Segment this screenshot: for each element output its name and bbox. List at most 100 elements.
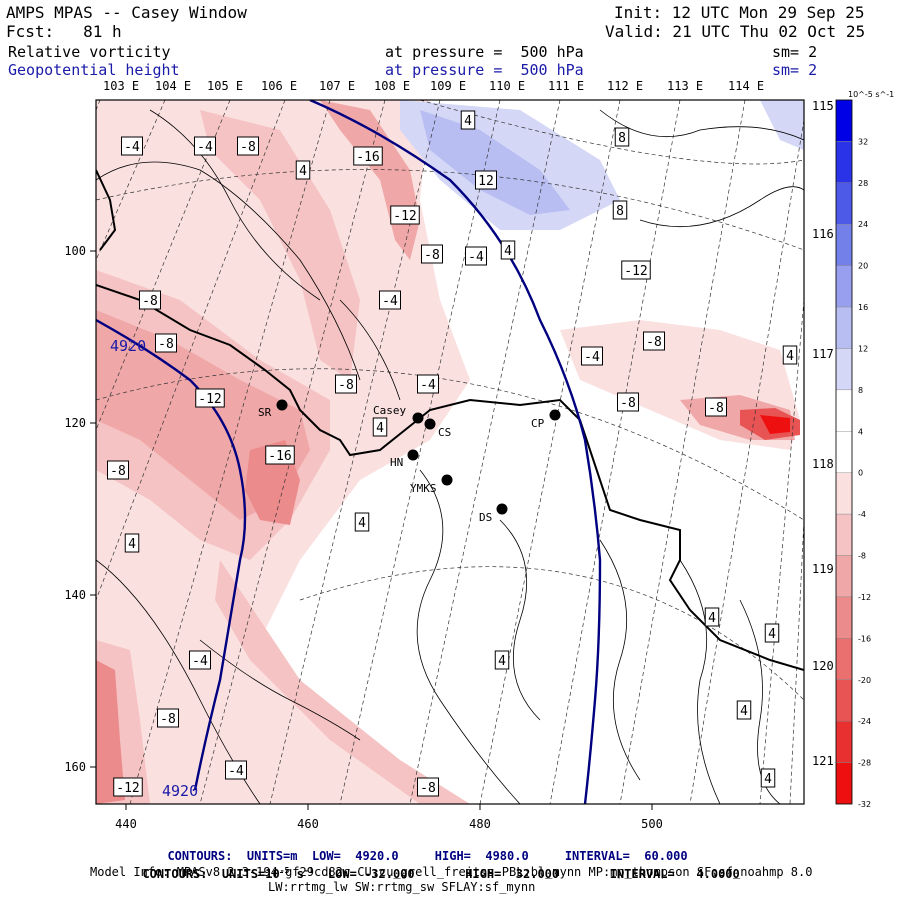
height-labels: 4920 4920 (110, 337, 198, 800)
vorticity-label-box (704, 607, 720, 627)
colorbar-level: -16 (858, 634, 871, 643)
vorticity-label: -4 (228, 764, 244, 779)
vorticity-label: -8 (110, 464, 126, 479)
vort-contour (416, 469, 521, 804)
y-axis: 100 120 140 160 (64, 244, 96, 774)
vorticity-label-box (335, 374, 357, 394)
vort-contour (149, 109, 321, 301)
vorticity-label-box (194, 136, 216, 156)
colorbar-cell (835, 224, 853, 266)
station-label: YMKS (410, 482, 437, 495)
x-axis: 440 460 480 500 (115, 804, 663, 831)
vorticity-label: 4 (464, 114, 472, 129)
vorticity-label-box (581, 346, 603, 366)
top-longitude-label: 105 E (207, 79, 243, 93)
vorticity-label-box (500, 240, 516, 260)
vorticity-label-box (372, 417, 388, 437)
vorticity-label: -4 (124, 140, 140, 155)
shade-northeast-mid (420, 110, 570, 215)
colorbar-cell (835, 596, 853, 639)
vorticity-label: 4 (498, 654, 506, 669)
vorticity-label-box (107, 460, 129, 480)
vorticity-label-box (354, 512, 370, 532)
colorbar-level: -28 (858, 759, 871, 768)
vorticity-label-box (124, 533, 140, 553)
station-label: Casey (373, 404, 406, 417)
coastline (96, 284, 804, 671)
top-longitude-label: 104 E (155, 79, 191, 93)
vorticity-label: -8 (708, 401, 724, 416)
height-contours-interval: INTERVAL= 60.000 (564, 849, 688, 863)
footer-vorticity-contours: CONTOURS: UNITS=10-5 s-1 LOW= -32.000 HI… (128, 851, 739, 881)
vorticity-label: 4 (708, 611, 716, 626)
colorbar-cell (835, 472, 853, 515)
vorticity-label: -4 (468, 250, 484, 265)
latitude-arcs (96, 100, 804, 701)
colorbar-level: -4 (858, 510, 866, 519)
vort-units-exp2: -1 (303, 866, 314, 875)
vorticity-label-box (225, 760, 247, 780)
longitude-line (759, 299, 804, 804)
vorticity-label: 4 (504, 244, 512, 259)
vorticity-label-box (189, 650, 211, 670)
vorticity-label: -8 (338, 378, 354, 393)
colorbar-level: 24 (858, 220, 868, 229)
colorbar-level: -32 (858, 800, 871, 809)
vorticity-label: 8 (618, 131, 626, 146)
station-marker (441, 474, 453, 486)
height-contour-label: 4920 (162, 782, 198, 800)
footer-height-contours: CONTOURS: UNITS=m LOW= 4920.0 HIGH= 4980… (153, 837, 688, 863)
vorticity-label-box (237, 136, 259, 156)
shade-ridge-band-light (200, 110, 360, 380)
vorticity-label-box (764, 623, 780, 643)
colorbar-unit: 10^-5 s^-1 (848, 90, 894, 99)
colorbar-level: 16 (858, 303, 868, 312)
vorticity-label: 4 (358, 516, 366, 531)
station-label: SR (258, 406, 272, 419)
vorticity-label: -8 (646, 335, 662, 350)
forecast-hour: Fcst: 81 h (6, 22, 122, 41)
station-marker (496, 503, 508, 515)
station-label: CS (438, 426, 451, 439)
longitude-line (789, 519, 804, 804)
top-longitude-label: 103 E (103, 79, 139, 93)
colorbar-cell (835, 555, 853, 598)
vorticity-label: -8 (142, 294, 158, 309)
vorticity-label: -4 (420, 378, 436, 393)
vorticity-label-box (265, 445, 295, 465)
vort-units-exp: -5 (279, 866, 290, 875)
colorbar-cell (835, 431, 853, 473)
vort-contours-units: CONTOURS: UNITS=10 (142, 867, 280, 881)
colorbar-level: 20 (858, 262, 868, 271)
longitude-line (96, 100, 166, 261)
colorbar-cell (835, 348, 853, 391)
vorticity-label: -8 (424, 248, 440, 263)
map-plot (96, 100, 804, 804)
top-longitude-label: 111 E (548, 79, 584, 93)
vorticity-label-box (379, 290, 401, 310)
colorbar-level: 32 (858, 137, 868, 146)
longitude-line (619, 100, 746, 804)
vorticity-label: 8 (616, 204, 624, 219)
vorticity-label: 4 (786, 349, 794, 364)
vorticity-label: -16 (268, 449, 291, 464)
field2-name: Geopotential height (8, 61, 180, 79)
vorticity-label-box (390, 205, 420, 225)
y-tick-label: 160 (64, 760, 86, 774)
vorticity-label: -4 (197, 140, 213, 155)
shade-southwest-strong (96, 660, 125, 804)
longitude-line (479, 100, 621, 804)
vort-units-s: s (289, 867, 304, 881)
colorbar-level: 12 (858, 344, 868, 353)
shade-northeast-right (760, 100, 804, 150)
valid-time: Valid: 21 UTC Thu 02 Oct 25 (605, 22, 866, 41)
colorbar-level: -8 (858, 552, 866, 561)
colorbar-cell (835, 265, 853, 308)
init-time: Init: 12 UTC Mon 29 Sep 25 (614, 3, 865, 22)
vorticity-label: 4 (128, 537, 136, 552)
station-marker (424, 418, 436, 430)
station-marker (549, 409, 561, 421)
vorticity-label: -16 (356, 150, 379, 165)
longitude-line (549, 100, 681, 804)
